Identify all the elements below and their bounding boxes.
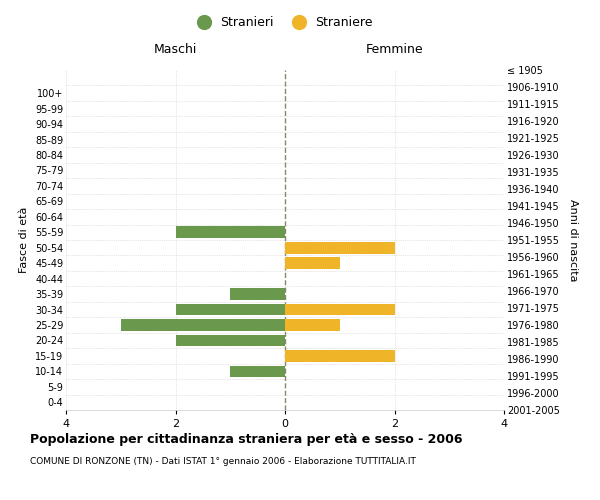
Bar — [176, 226, 285, 238]
Text: Popolazione per cittadinanza straniera per età e sesso - 2006: Popolazione per cittadinanza straniera p… — [30, 432, 463, 446]
Bar — [285, 242, 395, 254]
Text: Maschi: Maschi — [154, 44, 197, 57]
Y-axis label: Fasce di età: Fasce di età — [19, 207, 29, 273]
Bar — [230, 288, 285, 300]
Bar — [230, 366, 285, 377]
Bar — [285, 304, 395, 316]
Bar — [176, 304, 285, 316]
Bar — [121, 319, 285, 331]
Bar — [176, 334, 285, 346]
Bar — [285, 319, 340, 331]
Bar — [285, 258, 340, 269]
Legend: Stranieri, Straniere: Stranieri, Straniere — [187, 11, 377, 34]
Y-axis label: Anni di nascita: Anni di nascita — [568, 198, 578, 281]
Text: Femmine: Femmine — [365, 44, 424, 57]
Bar — [285, 350, 395, 362]
Text: COMUNE DI RONZONE (TN) - Dati ISTAT 1° gennaio 2006 - Elaborazione TUTTITALIA.IT: COMUNE DI RONZONE (TN) - Dati ISTAT 1° g… — [30, 458, 416, 466]
